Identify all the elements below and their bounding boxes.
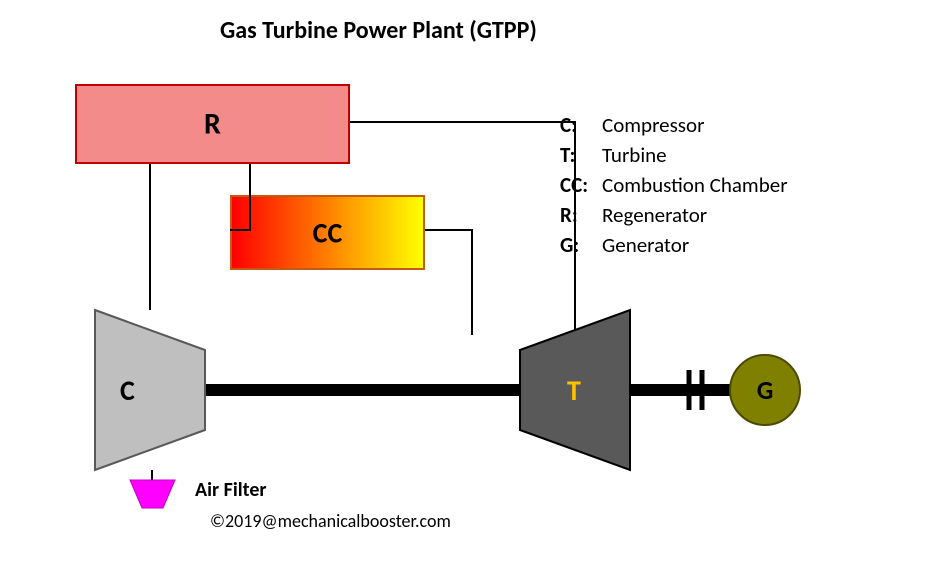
- compressor-shape: [95, 310, 205, 470]
- legend-value: Combustion Chamber: [602, 172, 788, 198]
- diagram-stage: Gas Turbine Power Plant (GTPP) R CC C T …: [0, 0, 929, 567]
- turbine-label: T: [567, 373, 581, 408]
- pipe-cc-turbine: [425, 230, 472, 335]
- legend-row: C:Compressor: [560, 112, 704, 138]
- generator-label: G: [757, 374, 774, 406]
- legend-row: G:Generator: [560, 232, 689, 258]
- legend-row: R:Regenerator: [560, 202, 707, 228]
- legend-key: C:: [560, 112, 602, 138]
- air-filter-label: Air Filter: [195, 478, 267, 502]
- legend-value: Regenerator: [602, 202, 707, 228]
- svg-layer: C T G: [0, 0, 929, 567]
- legend-key: T:: [560, 142, 602, 168]
- pipe-turbine-regen: [350, 122, 575, 331]
- legend-value: Generator: [602, 232, 689, 258]
- legend-row: CC:Combustion Chamber: [560, 172, 788, 198]
- legend-key: G:: [560, 232, 602, 258]
- compressor-label: C: [120, 373, 135, 408]
- pipe-regen-cc: [230, 164, 250, 230]
- credit-text: ©2019@mechanicalbooster.com: [210, 510, 451, 532]
- air-filter-shape: [130, 480, 175, 508]
- legend-value: Turbine: [602, 142, 667, 168]
- legend-key: R:: [560, 202, 602, 228]
- legend-row: T:Turbine: [560, 142, 667, 168]
- legend-key: CC:: [560, 172, 602, 198]
- legend-value: Compressor: [602, 112, 704, 138]
